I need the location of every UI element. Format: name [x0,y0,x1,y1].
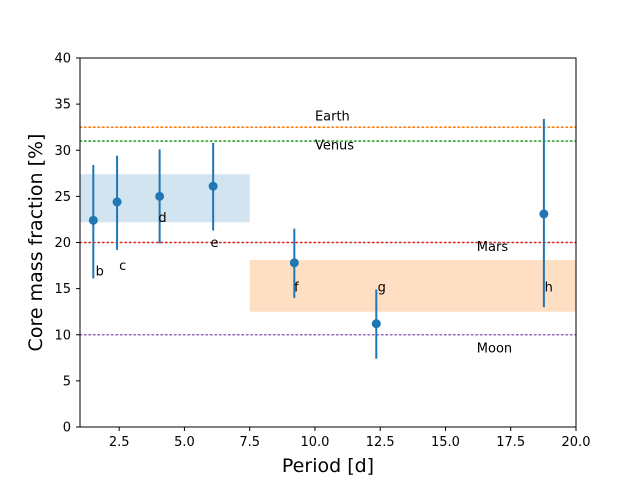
x-axis-label: Period [d] [282,455,374,477]
band-1 [80,174,250,223]
shaded-bands [80,174,576,312]
band-2 [249,260,576,312]
x-tick-label: 17.5 [496,435,525,450]
point-label-c: c [119,259,126,274]
x-tick-label: 15.0 [431,435,460,450]
point-label-b: b [96,265,104,280]
y-axis-label: Core mass fraction [%] [25,134,47,352]
x-tick-label: 20.0 [562,435,591,450]
point-label-h: h [545,280,553,295]
data-point-h [539,209,549,219]
data-point-e [208,181,218,191]
data-point-c [112,197,122,207]
y-tick-label: 40 [54,52,71,67]
point-label-d: d [158,211,166,226]
x-tick-label: 2.5 [109,435,130,450]
point-label-e: e [211,236,219,251]
x-axis-ticks: 2.5 5.0 7.5 10.0 12.5 15.0 17.5 20.0 [109,427,591,450]
y-tick-label: 10 [54,328,71,343]
y-tick-label: 35 [54,98,71,113]
x-tick-label: 7.5 [239,435,260,450]
y-tick-label: 30 [54,144,71,159]
reference-label-mars: Mars [477,240,509,255]
x-tick-label: 10.0 [300,435,329,450]
data-points [88,181,549,329]
reference-lines [79,126,577,336]
reference-line-labels: Earth Venus Mars Moon [315,110,512,357]
data-point-g [371,319,381,329]
point-label-g: g [378,280,386,295]
x-tick-label: 12.5 [366,435,395,450]
data-point-f [289,258,299,268]
reference-label-venus: Venus [315,138,354,153]
y-tick-label: 25 [54,190,71,205]
y-tick-label: 15 [54,282,71,297]
y-tick-label: 20 [54,236,71,251]
x-tick-label: 5.0 [174,435,195,450]
error-bars [92,118,545,359]
data-point-labels: b c d e f g h [96,211,553,295]
y-tick-label: 0 [63,421,71,436]
y-axis-ticks: 0 5 10 15 20 25 30 35 40 [54,52,80,436]
data-point-b [88,215,98,225]
reference-label-moon: Moon [477,341,512,356]
reference-label-earth: Earth [315,110,350,125]
point-label-f: f [294,280,299,295]
y-tick-label: 5 [63,374,71,389]
data-point-d [155,191,165,201]
